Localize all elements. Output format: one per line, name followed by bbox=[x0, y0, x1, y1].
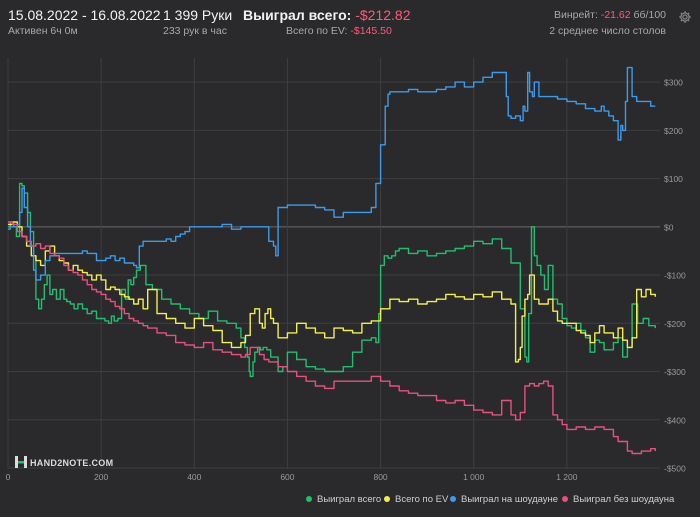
winrate-value: -21.62 bbox=[600, 9, 631, 21]
winrate: Винрейт: -21.62 бб/100 bbox=[554, 9, 666, 21]
legend-label-showdown: Выиграл на шоудауне bbox=[461, 494, 559, 505]
legend-label-ev-total: Всего по EV bbox=[395, 494, 449, 505]
x-tick-label: 1 200 bbox=[556, 472, 578, 482]
hands-per-hour: 233 рук в час bbox=[163, 25, 227, 37]
legend-dot-no-showdown bbox=[562, 496, 568, 502]
x-tick-label: 400 bbox=[187, 472, 201, 482]
chart-series bbox=[8, 66, 656, 455]
y-tick-label: -$300 bbox=[664, 367, 686, 377]
ev-total-label: Всего по EV: bbox=[286, 25, 348, 37]
legend-label-won-total: Выиграл всего bbox=[317, 494, 382, 505]
x-tick-label: 200 bbox=[94, 472, 108, 482]
y-tick-label: $0 bbox=[664, 222, 674, 232]
y-tick-label: $200 bbox=[664, 126, 683, 136]
legend-dot-won-total bbox=[306, 496, 312, 502]
x-tick-label: 0 bbox=[6, 472, 11, 482]
date-range: 15.08.2022 - 16.08.2022 bbox=[8, 7, 161, 23]
ev-total-line bbox=[8, 221, 656, 363]
won-total: Выиграл всего: -$212.82 bbox=[243, 7, 411, 23]
y-tick-label: $100 bbox=[664, 174, 683, 184]
ev-total-value: -$145.50 bbox=[350, 25, 392, 37]
legend-item-won-total[interactable]: Выиграл всего bbox=[306, 494, 381, 510]
gear-icon[interactable] bbox=[678, 10, 692, 24]
legend-item-ev-total[interactable]: Всего по EV bbox=[384, 494, 448, 510]
legend-item-no-showdown[interactable]: Выиграл без шоудауна bbox=[562, 494, 674, 510]
chart-grid bbox=[7, 58, 660, 469]
ev-total: Всего по EV: -$145.50 bbox=[286, 25, 392, 37]
legend-label-no-showdown: Выиграл без шоудауна bbox=[573, 494, 675, 505]
no-showdown-line bbox=[8, 221, 656, 455]
won-total-label: Выиграл всего: bbox=[243, 7, 352, 23]
y-tick-label: -$200 bbox=[664, 319, 686, 329]
y-tick-label: -$500 bbox=[664, 464, 686, 474]
won-total-value: -$212.82 bbox=[355, 7, 411, 23]
legend-item-showdown[interactable]: Выиграл на шоудауне bbox=[450, 494, 558, 510]
y-axis-labels: $300 $200 $100 $0 -$100 -$200 -$300 -$400 -$500 bbox=[664, 78, 686, 474]
hand2note-logo-icon bbox=[15, 456, 27, 468]
x-tick-label: 600 bbox=[280, 472, 294, 482]
winrate-unit: бб/100 bbox=[633, 9, 666, 21]
active-time: Активен 6ч 0м bbox=[8, 25, 78, 37]
x-tick-label: 1 000 bbox=[463, 472, 485, 482]
bankroll-chart: $300$200$100$0-$100-$200-$300-$400-$500 … bbox=[6, 58, 686, 482]
legend-dot-ev-total bbox=[384, 496, 390, 502]
x-axis-labels: 0 200 400 600 800 1 000 1 200 bbox=[6, 472, 578, 482]
x-tick-label: 800 bbox=[373, 472, 387, 482]
showdown-line bbox=[8, 66, 656, 281]
legend-dot-showdown bbox=[450, 496, 456, 502]
summary-header: 15.08.2022 - 16.08.2022 Активен 6ч 0м 1 … bbox=[0, 0, 700, 44]
logo-text: HAND2NOTE.COM bbox=[30, 458, 114, 468]
y-tick-label: -$400 bbox=[664, 415, 686, 425]
hands-count: 1 399 Руки bbox=[163, 7, 233, 23]
winrate-label: Винрейт: bbox=[553, 9, 598, 21]
won-total-line bbox=[8, 182, 656, 378]
y-tick-label: $300 bbox=[664, 78, 683, 88]
y-tick-label: -$100 bbox=[664, 271, 686, 281]
hand2note-logo: HAND2NOTE.COM bbox=[15, 456, 113, 468]
tables-average: 2 среднее число столов bbox=[549, 25, 666, 37]
